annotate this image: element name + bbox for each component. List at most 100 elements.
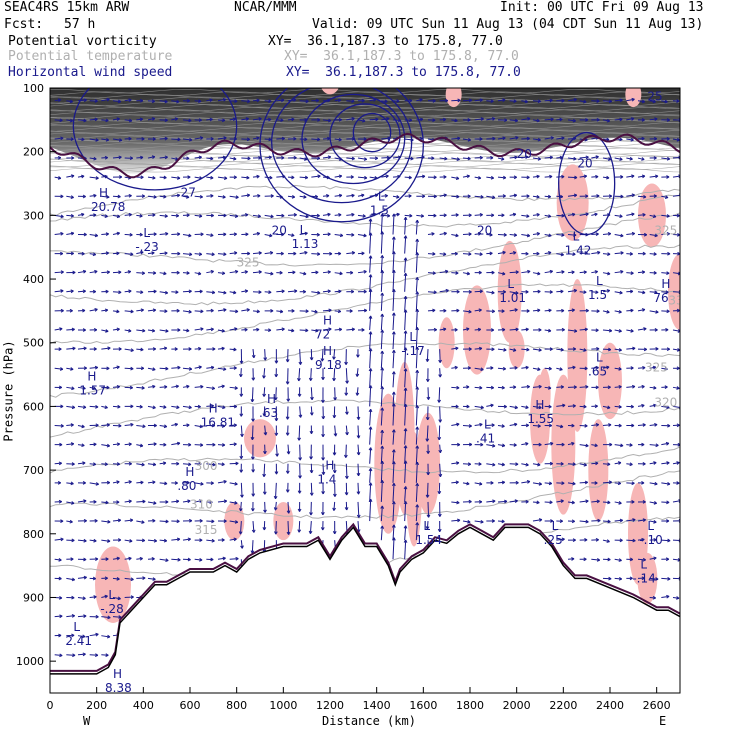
wind-vector <box>403 539 408 560</box>
wind-vector <box>346 175 354 179</box>
wind-vector <box>194 346 202 351</box>
wind-vector <box>217 118 226 123</box>
wind-vector <box>438 349 442 363</box>
wind-vector <box>101 308 109 313</box>
extremum-value: -.10 <box>639 533 662 547</box>
wind-vector <box>380 505 385 522</box>
wind-vector <box>626 423 635 428</box>
wind-vector <box>287 251 297 256</box>
wind-vector <box>66 557 74 561</box>
wind-vector <box>649 156 657 160</box>
x-tick-label: 0 <box>47 699 54 712</box>
wind-vector <box>357 193 365 198</box>
wind-vector <box>89 99 98 103</box>
wind-vector <box>229 556 239 561</box>
wind-vector <box>101 270 110 275</box>
wind-vector <box>124 98 132 103</box>
wind-vector <box>425 521 430 530</box>
wind-vector <box>532 518 543 522</box>
wind-vector <box>403 347 408 369</box>
extremum-type: H <box>325 459 334 473</box>
wind-vector <box>637 518 646 522</box>
wind-vector <box>77 634 86 639</box>
wind-vector <box>286 444 291 455</box>
wind-vector <box>124 442 132 447</box>
extremum-value: 1.01 <box>499 291 526 305</box>
wind-vector <box>112 442 121 447</box>
wind-vector <box>392 195 400 199</box>
wind-vector <box>241 193 251 198</box>
wind-vector <box>392 99 400 103</box>
wind-vector <box>637 347 648 352</box>
wind-vector <box>532 271 541 276</box>
wind-vector <box>159 500 169 504</box>
wind-vector <box>602 232 612 236</box>
wind-vector <box>217 328 225 333</box>
wind-vector <box>544 251 552 255</box>
wind-vector <box>462 252 472 256</box>
wind-vector <box>637 174 646 179</box>
wind-vector <box>392 118 402 123</box>
wind-vector <box>285 406 290 420</box>
wind-vector <box>532 328 542 332</box>
wind-vector <box>614 501 622 505</box>
wind-vector <box>509 348 517 352</box>
wind-vector <box>672 251 680 256</box>
wind-vector <box>89 347 97 351</box>
field3-xy: XY= 36.1,187.3 to 175.8, 77.0 <box>286 65 521 80</box>
wind-vector <box>392 537 396 560</box>
wind-vector <box>136 480 144 485</box>
wind-vector <box>439 213 447 218</box>
wind-vector <box>182 557 191 562</box>
wind-vector <box>626 156 633 161</box>
pv-contour-label: 25 <box>647 90 662 104</box>
wind-vector <box>438 444 443 454</box>
wind-vector <box>474 155 483 160</box>
wind-vector <box>66 538 75 543</box>
wind-vector <box>439 193 447 198</box>
wind-vector <box>206 98 213 102</box>
wind-vector <box>217 479 227 484</box>
wind-vector <box>556 367 563 371</box>
wind-vector <box>579 290 587 295</box>
wind-vector <box>252 251 262 255</box>
wind-vector <box>311 174 321 179</box>
wind-vector <box>462 404 470 409</box>
wind-vector <box>368 315 373 331</box>
y-tick-label: 100 <box>23 82 44 95</box>
wind-vector <box>147 99 156 104</box>
wind-vector <box>334 271 343 276</box>
wind-vector <box>344 349 348 365</box>
pv-shade-line <box>50 132 680 137</box>
wind-vector <box>264 194 274 198</box>
wind-vector <box>380 255 385 273</box>
wind-vector <box>274 463 279 475</box>
wind-vector <box>661 136 670 141</box>
wind-vector <box>159 232 169 236</box>
wind-vector <box>66 577 76 582</box>
wind-vector <box>159 309 168 314</box>
wind-vector <box>89 365 99 370</box>
wind-vector <box>649 174 659 179</box>
wind-vector <box>579 327 588 332</box>
wind-vector <box>486 136 496 141</box>
wind-vector <box>194 327 204 331</box>
wind-vector <box>136 556 143 561</box>
wind-vector <box>346 232 355 237</box>
wind-vector <box>391 449 396 464</box>
wind-vector <box>626 384 636 389</box>
wind-vector <box>332 368 336 382</box>
wind-vector <box>112 155 122 160</box>
wind-vector <box>240 540 244 549</box>
wind-vector <box>322 175 330 180</box>
wind-vector <box>182 213 190 218</box>
wind-vector <box>368 348 373 369</box>
wind-vector <box>332 406 337 419</box>
wind-vector <box>497 519 505 524</box>
terrain <box>50 526 680 693</box>
wind-vector <box>171 499 180 504</box>
wind-vector <box>649 443 659 448</box>
wind-vector <box>579 404 587 409</box>
wind-vector <box>273 387 278 401</box>
wind-vector <box>602 423 612 427</box>
